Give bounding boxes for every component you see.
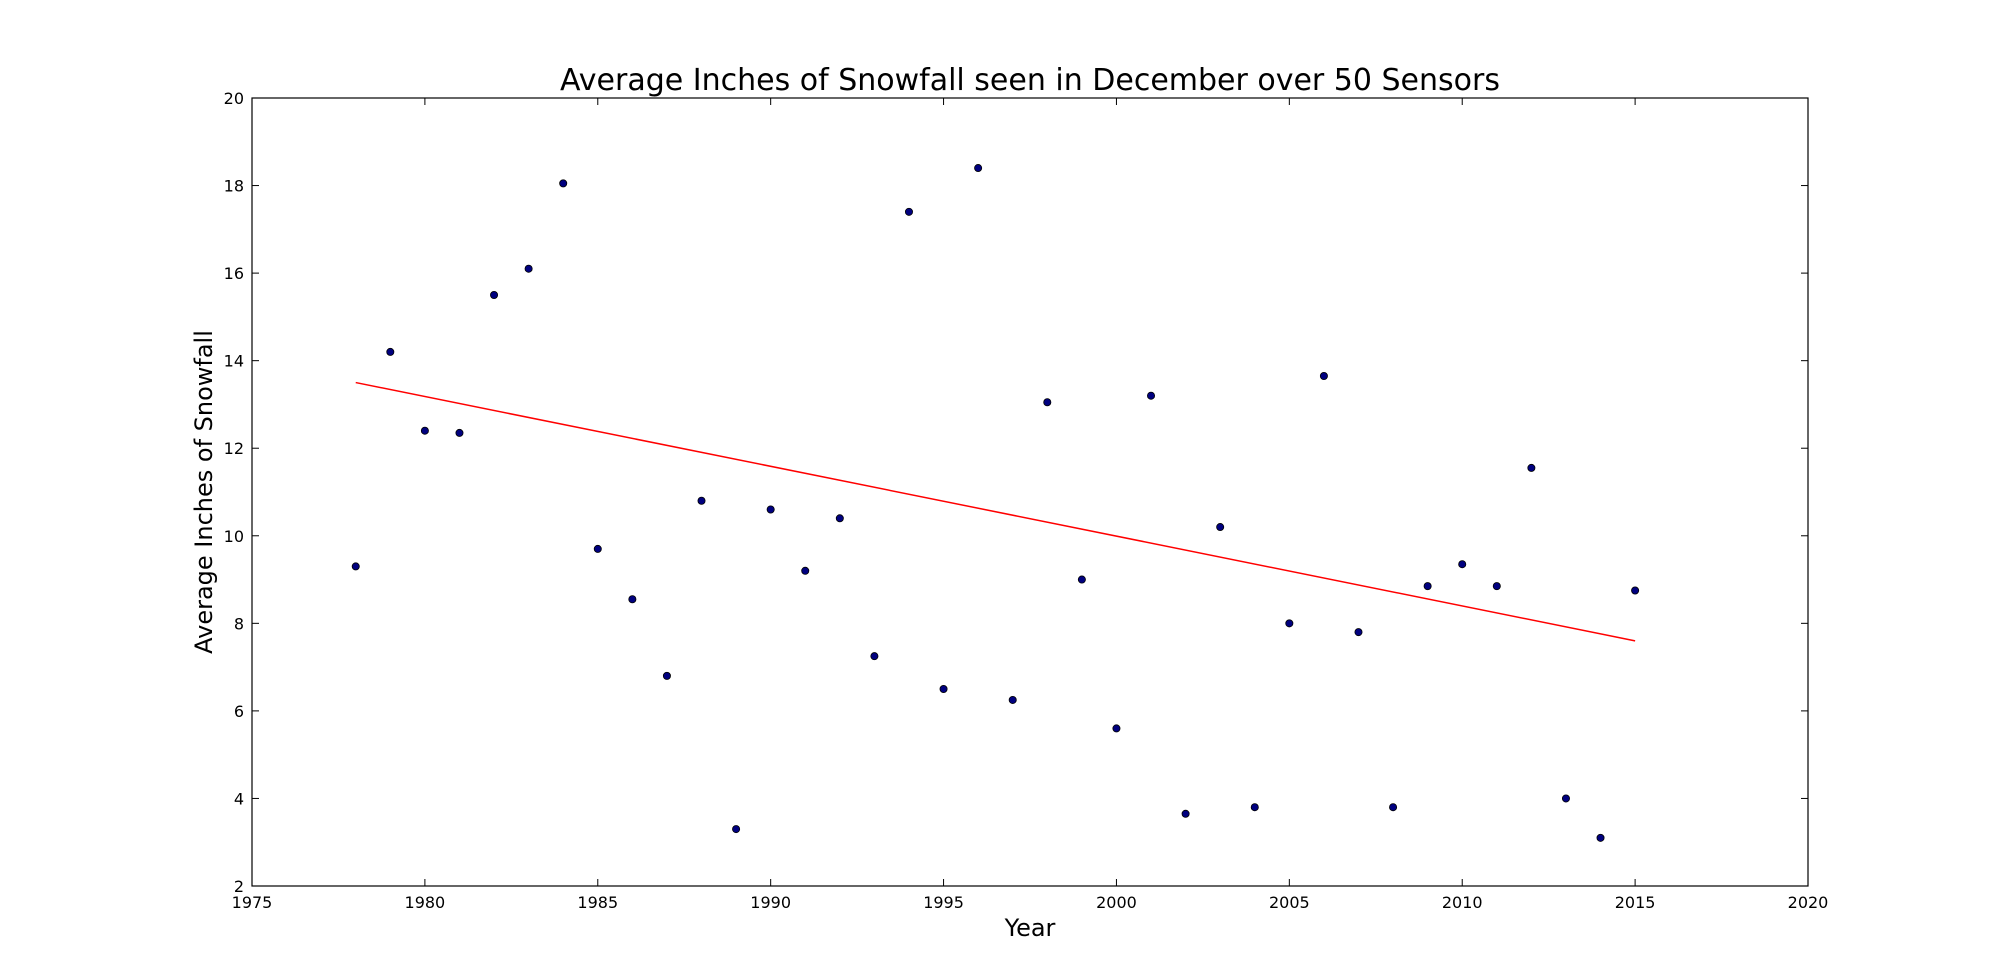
data-point xyxy=(1492,582,1501,591)
plot-frame xyxy=(251,97,1809,887)
x-tick-label: 1990 xyxy=(750,893,791,912)
data-point xyxy=(974,164,983,173)
data-point xyxy=(524,264,533,273)
x-tick-label: 2000 xyxy=(1096,893,1137,912)
y-tick-label: 8 xyxy=(234,614,244,633)
data-point xyxy=(870,652,879,661)
data-point xyxy=(1043,398,1052,407)
data-point xyxy=(1561,794,1570,803)
data-point xyxy=(1147,391,1156,400)
data-point xyxy=(1077,575,1086,584)
data-point xyxy=(1112,724,1121,733)
data-point xyxy=(1216,523,1225,532)
data-point xyxy=(662,671,671,680)
data-point xyxy=(835,514,844,523)
plot-area xyxy=(252,98,1808,886)
y-tick-label: 4 xyxy=(234,789,244,808)
data-point xyxy=(801,566,810,575)
y-tick-label: 18 xyxy=(224,177,244,196)
x-tick-label: 1980 xyxy=(405,893,446,912)
y-tick-label: 10 xyxy=(224,527,244,546)
data-point xyxy=(1423,582,1432,591)
data-point xyxy=(1008,695,1017,704)
data-point xyxy=(386,347,395,356)
data-point xyxy=(1596,833,1605,842)
tick-layer: 1975 1980 1985 1990 1995 2000 2005 2010 2015 2020… xyxy=(224,89,1829,912)
y-tick-label: 16 xyxy=(224,264,244,283)
y-tick-label: 14 xyxy=(224,352,244,371)
y-tick-label: 6 xyxy=(234,702,244,721)
x-axis-label: Year xyxy=(1004,914,1056,942)
y-tick-label: 2 xyxy=(234,877,244,896)
x-tick-label: 2015 xyxy=(1615,893,1656,912)
data-point xyxy=(351,562,360,571)
x-tick-label: 2020 xyxy=(1788,893,1829,912)
y-tick-label: 12 xyxy=(224,439,244,458)
data-point xyxy=(939,685,948,694)
data-point xyxy=(420,426,429,435)
data-point xyxy=(1181,809,1190,818)
trend-line xyxy=(355,381,1636,642)
data-point xyxy=(628,595,637,604)
data-point xyxy=(766,505,775,514)
data-point xyxy=(455,428,464,437)
x-tick-label: 1995 xyxy=(923,893,964,912)
data-point xyxy=(732,825,741,834)
y-axis-label: Average Inches of Snowfall xyxy=(190,330,218,654)
data-point xyxy=(593,544,602,553)
data-point xyxy=(1319,371,1328,380)
data-point xyxy=(1631,586,1640,595)
data-point xyxy=(490,290,499,299)
data-point xyxy=(1527,463,1536,472)
x-tick-label: 2005 xyxy=(1269,893,1310,912)
chart-title: Average Inches of Snowfall seen in Decem… xyxy=(560,63,1500,98)
x-tick-label: 1975 xyxy=(232,893,273,912)
data-point xyxy=(1354,628,1363,637)
data-point xyxy=(697,496,706,505)
data-point xyxy=(1389,803,1398,812)
series-layer xyxy=(351,164,1640,842)
y-tick-label: 20 xyxy=(224,89,244,108)
data-point xyxy=(904,207,913,216)
data-point xyxy=(559,179,568,188)
data-point xyxy=(1458,560,1467,569)
data-point xyxy=(1285,619,1294,628)
data-point xyxy=(1250,803,1259,812)
x-tick-label: 2010 xyxy=(1442,893,1483,912)
x-tick-label: 1985 xyxy=(577,893,618,912)
